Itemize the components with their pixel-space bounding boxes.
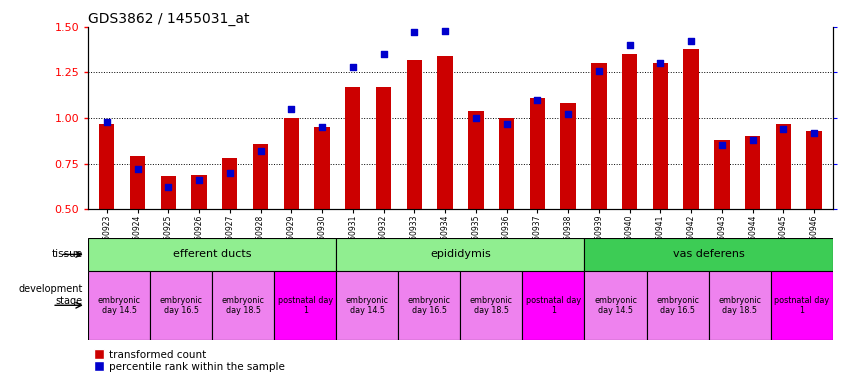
Bar xyxy=(212,271,274,340)
Text: embryonic
day 16.5: embryonic day 16.5 xyxy=(160,296,203,315)
Text: postnatal day
1: postnatal day 1 xyxy=(278,296,333,315)
Bar xyxy=(399,271,461,340)
Point xyxy=(254,148,267,154)
Bar xyxy=(468,111,484,209)
Bar xyxy=(88,271,151,340)
Bar xyxy=(336,238,584,271)
Text: embryonic
day 16.5: embryonic day 16.5 xyxy=(408,296,451,315)
Point xyxy=(500,121,513,127)
Text: tissue: tissue xyxy=(51,249,82,260)
Point xyxy=(469,115,483,121)
Text: efferent ducts: efferent ducts xyxy=(173,249,251,260)
Bar xyxy=(584,238,833,271)
Point xyxy=(161,184,175,190)
Point xyxy=(223,170,236,176)
Text: development
stage: development stage xyxy=(18,284,82,306)
Point xyxy=(438,28,452,34)
Point xyxy=(284,106,298,112)
Point xyxy=(531,97,544,103)
Text: embryonic
day 18.5: embryonic day 18.5 xyxy=(470,296,513,315)
Bar xyxy=(499,118,514,209)
Bar xyxy=(274,271,336,340)
Bar xyxy=(714,140,729,209)
Text: embryonic
day 18.5: embryonic day 18.5 xyxy=(718,296,761,315)
Point xyxy=(776,126,790,132)
Bar xyxy=(336,271,399,340)
Bar xyxy=(653,63,668,209)
Point xyxy=(746,137,759,143)
Point xyxy=(100,119,114,125)
Point xyxy=(346,64,360,70)
Text: vas deferens: vas deferens xyxy=(673,249,744,260)
Bar xyxy=(775,124,791,209)
Bar xyxy=(647,271,708,340)
Point xyxy=(408,29,421,35)
Bar xyxy=(130,156,145,209)
Text: embryonic
day 16.5: embryonic day 16.5 xyxy=(656,296,699,315)
Point xyxy=(807,130,821,136)
Bar xyxy=(591,63,606,209)
Point xyxy=(131,166,145,172)
Point xyxy=(623,42,637,48)
Bar xyxy=(345,87,361,209)
Bar xyxy=(461,271,522,340)
Bar xyxy=(708,271,770,340)
Point xyxy=(561,111,574,118)
Text: postnatal day
1: postnatal day 1 xyxy=(774,296,829,315)
Bar xyxy=(222,158,237,209)
Bar xyxy=(88,238,336,271)
Bar xyxy=(161,177,176,209)
Point xyxy=(315,124,329,130)
Bar xyxy=(437,56,452,209)
Bar xyxy=(522,271,584,340)
Point xyxy=(592,68,606,74)
Bar xyxy=(745,136,760,209)
Text: embryonic
day 18.5: embryonic day 18.5 xyxy=(222,296,265,315)
Bar xyxy=(621,54,637,209)
Point xyxy=(193,177,206,183)
Legend: transformed count, percentile rank within the sample: transformed count, percentile rank withi… xyxy=(93,350,285,372)
Bar xyxy=(151,271,212,340)
Text: GDS3862 / 1455031_at: GDS3862 / 1455031_at xyxy=(88,12,250,26)
Bar xyxy=(99,124,114,209)
Point xyxy=(377,51,390,57)
Bar xyxy=(283,118,299,209)
Bar xyxy=(684,49,699,209)
Text: embryonic
day 14.5: embryonic day 14.5 xyxy=(346,296,389,315)
Bar xyxy=(584,271,647,340)
Bar xyxy=(530,98,545,209)
Text: epididymis: epididymis xyxy=(430,249,491,260)
Bar xyxy=(560,104,576,209)
Point xyxy=(715,142,728,149)
Text: embryonic
day 14.5: embryonic day 14.5 xyxy=(594,296,637,315)
Bar xyxy=(192,175,207,209)
Bar xyxy=(807,131,822,209)
Point xyxy=(653,60,667,66)
Text: postnatal day
1: postnatal day 1 xyxy=(526,296,581,315)
Bar xyxy=(770,271,833,340)
Bar xyxy=(407,60,422,209)
Text: embryonic
day 14.5: embryonic day 14.5 xyxy=(98,296,140,315)
Bar xyxy=(315,127,330,209)
Point xyxy=(685,38,698,45)
Bar xyxy=(253,144,268,209)
Bar xyxy=(376,87,391,209)
